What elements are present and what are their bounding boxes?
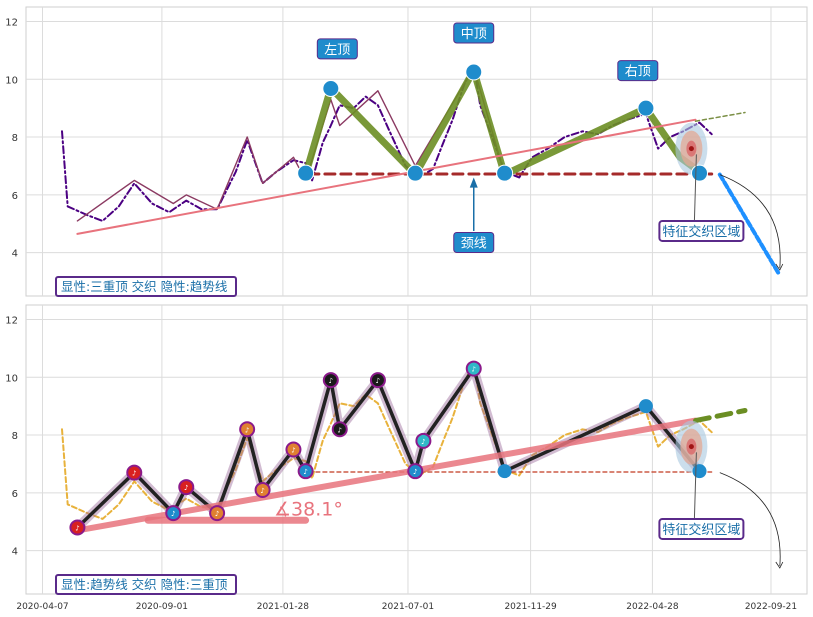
pattern-legend-label: 显性:趋势线 交织 隐性:三重顶 — [61, 577, 228, 592]
y-tick-label: 4 — [12, 547, 18, 558]
marker-glyph: ♪ — [75, 525, 79, 533]
numbered-marker — [178, 479, 195, 496]
pivot-point — [322, 79, 340, 97]
callout-label: 右顶 — [625, 65, 651, 80]
series-projection — [717, 172, 781, 275]
marker-glyph: ♪ — [171, 510, 175, 518]
numbered-marker — [254, 481, 271, 498]
callout-box — [617, 60, 659, 82]
marker-glyph: ♪ — [338, 426, 342, 434]
pattern-legend-box — [55, 574, 237, 595]
marker-glyph: ♪ — [215, 510, 219, 518]
series-price-dashed — [61, 361, 713, 520]
x-tick-label: 2020-04-07 — [16, 602, 68, 612]
numbered-marker — [465, 360, 482, 377]
series-pattern-thin — [76, 66, 506, 222]
pivot-point — [497, 464, 512, 479]
series-trend-extension — [693, 408, 748, 424]
marker-glyph: ♪ — [260, 487, 264, 495]
callout-pointer — [693, 154, 697, 221]
marker-glyph: ♪ — [376, 377, 380, 385]
callout-label: 特征交织区域 — [662, 522, 740, 538]
neckline-pointer-head — [469, 177, 478, 188]
numbered-marker — [331, 421, 348, 438]
callout-label: 左顶 — [324, 43, 350, 58]
pivot-point — [465, 63, 483, 81]
marker-glyph: ♪ — [421, 438, 425, 446]
callout-label: 颈线 — [461, 237, 487, 252]
marker-glyph: ♪ — [184, 484, 188, 492]
interweave-center — [688, 444, 694, 450]
pivot-point — [638, 399, 653, 414]
y-tick-label: 12 — [5, 17, 18, 28]
x-tick-label: 2022-04-28 — [626, 602, 679, 612]
pivot-point — [637, 99, 655, 117]
marker-glyph: ♪ — [291, 447, 295, 455]
callout-box — [316, 38, 358, 60]
pivot-point — [297, 164, 315, 182]
numbered-marker — [297, 463, 314, 480]
marker-glyph: ♪ — [245, 426, 249, 434]
x-tick-label: 2021-11-29 — [504, 602, 557, 612]
numbered-marker — [126, 464, 143, 481]
callout-pointer — [693, 452, 697, 519]
marker-glyph: ♪ — [132, 470, 136, 478]
marker-glyph: ♪ — [329, 377, 333, 385]
x-tick-label: 2020-09-01 — [136, 602, 188, 612]
projection-arrow-head — [775, 561, 784, 569]
numbered-marker — [69, 519, 86, 536]
bottom-chart-panel: 4 6 8 10 12 2020-04-07 2020-09-01 2021-01-28 202… — [5, 304, 808, 612]
marker-glyph: ♪ — [413, 468, 417, 476]
pattern-legend-box — [55, 276, 237, 297]
y-tick-label: 10 — [5, 373, 18, 384]
marker-glyph: ♪ — [472, 366, 476, 374]
callout-label: 特征交织区域 — [662, 224, 740, 240]
numbered-marker — [322, 372, 339, 389]
angle-label: ∡38.1° — [274, 498, 343, 520]
series-trendline — [76, 118, 697, 235]
y-tick-label: 10 — [5, 75, 18, 86]
numbered-marker — [285, 441, 302, 458]
numbered-marker — [369, 372, 386, 389]
numbered-marker — [239, 421, 256, 438]
marker-glyph: ♪ — [303, 468, 307, 476]
pivot-point — [691, 164, 709, 182]
numbered-marker — [407, 463, 424, 480]
x-tick-label: 2021-01-28 — [257, 602, 310, 612]
numbered-marker — [209, 505, 226, 522]
y-tick-label: 8 — [12, 431, 18, 442]
series-trend-extension — [694, 111, 746, 122]
y-tick-label: 6 — [12, 191, 18, 202]
interweave-center — [688, 146, 694, 152]
y-tick-label: 4 — [12, 249, 18, 260]
callout-box — [453, 232, 495, 254]
numbered-marker — [165, 505, 182, 522]
pivot-point — [496, 164, 514, 182]
y-tick-label: 6 — [12, 489, 18, 500]
callout-box — [453, 22, 495, 44]
pivot-point — [692, 464, 707, 479]
pattern-legend-label: 显性:三重顶 交织 隐性:趋势线 — [61, 279, 228, 294]
callout-box — [658, 517, 745, 540]
pivot-point — [406, 164, 424, 182]
x-tick-label: 2022-09-21 — [745, 602, 797, 612]
series-pattern-thick — [302, 67, 703, 179]
y-tick-label: 12 — [5, 315, 18, 326]
x-tick-label: 2021-07-01 — [382, 602, 434, 612]
numbered-marker — [415, 432, 432, 449]
callout-label: 中顶 — [461, 27, 487, 42]
callout-box — [658, 219, 745, 242]
projection-arrow — [719, 472, 781, 567]
projection-arrow-head — [775, 263, 784, 271]
y-tick-label: 8 — [12, 133, 18, 144]
projection-arrow — [719, 174, 781, 269]
